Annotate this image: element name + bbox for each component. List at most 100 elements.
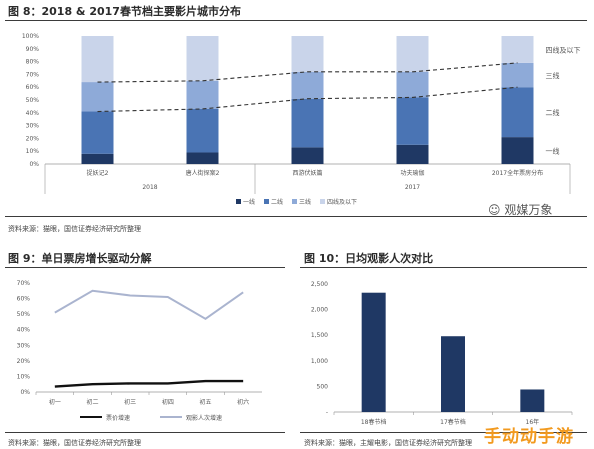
legend-label: 四线及以下	[327, 198, 357, 206]
bar-segment	[501, 87, 534, 138]
x-category-label: 初一	[49, 398, 61, 406]
y-tick-label: 70%	[26, 71, 40, 78]
legend-label: 票价增速	[106, 414, 130, 422]
figure9-lines	[54, 289, 244, 388]
trend-line	[97, 86, 518, 113]
wechat-icon: ☺	[488, 203, 501, 217]
figure9-source: 资料来源：猫眼，国信证券经济研究所整理	[8, 439, 141, 447]
y-tick-label: 0%	[29, 161, 39, 168]
y-tick-label: 2,000	[311, 307, 328, 314]
y-tick-label: 20%	[17, 358, 31, 365]
bar-segment	[396, 71, 429, 98]
bar-segment	[291, 36, 324, 72]
y-tick-label: 80%	[26, 59, 40, 66]
legend-swatch	[264, 199, 269, 204]
figure9-title: 图 9：单日票房增长驱动分解	[8, 252, 152, 265]
legend-label: 观影人次增速	[186, 414, 222, 422]
bar-segment	[396, 144, 429, 164]
x-category-label: 初二	[86, 398, 98, 406]
x-category-label: 初四	[162, 398, 174, 406]
segment-label: 四线及以下	[546, 45, 581, 54]
y-tick-label: 20%	[26, 135, 40, 142]
bar-segment	[501, 36, 534, 63]
x-category-label: 初六	[237, 398, 249, 406]
x-category-label: 功夫瑜伽	[400, 169, 424, 177]
bar-segment	[291, 98, 324, 148]
legend-swatch	[320, 199, 325, 204]
y-tick-label: 30%	[26, 123, 40, 130]
figure10-source: 资料来源：猫眼，主耀电影，国信证券经济研究所整理	[304, 439, 472, 447]
bar-segment	[186, 152, 219, 164]
figure10-bottom-rule	[300, 432, 587, 433]
bar-segment	[501, 137, 534, 164]
figure8-bars	[81, 36, 534, 164]
figure8-bottom-rule	[5, 216, 587, 217]
legend-label: 三线	[299, 198, 311, 206]
legend-swatch	[236, 199, 241, 204]
y-tick-label: 50%	[17, 311, 31, 318]
figure9-bottom-rule	[5, 432, 285, 433]
figure9-line-chart: 0% 10% 20% 30% 40% 50% 60% 70% 初一 初二 初三 初四 初五 初六 票价增速…	[17, 280, 262, 422]
x-group-label: 2017	[405, 184, 420, 191]
x-category-label: 唐人街探案2	[186, 169, 220, 177]
segment-label: 二线	[546, 108, 560, 117]
bar-segment	[186, 80, 219, 109]
y-tick-label: 70%	[17, 280, 31, 287]
bar-segment	[501, 62, 534, 88]
bar-segment	[81, 36, 114, 83]
figure8-source: 资料来源：猫眼，国信证券经济研究所整理	[8, 225, 141, 233]
bar-segment	[81, 111, 114, 154]
y-tick-label: 50%	[26, 97, 40, 104]
x-category-label: 18春节档	[361, 418, 387, 426]
y-tick-label: 60%	[17, 296, 31, 303]
figure9-axis: 0% 10% 20% 30% 40% 50% 60% 70% 初一 初二 初三 初四 初五 初六	[17, 280, 262, 406]
bar-segment	[396, 36, 429, 72]
segment-label: 一线	[546, 147, 560, 156]
y-tick-label: 500	[317, 383, 329, 390]
figure8-labels: 捉妖记2 唐人街探案2 西游伏妖篇 功夫瑜伽 2017全年票房分布 2018 2017 四线及…	[87, 45, 581, 206]
bar-segment	[81, 153, 114, 164]
figure10-top-rule	[300, 267, 587, 268]
y-tick-label: 60%	[26, 84, 40, 91]
figure8-stacked-bar-chart: 0% 10% 20% 30% 40% 50% 60% 70% 80% 90% 100% 捉妖记2 唐人…	[22, 33, 581, 206]
watermark-site: 手动动手游	[484, 427, 574, 447]
segment-label: 三线	[546, 71, 560, 80]
figure10-bars	[361, 292, 545, 412]
y-tick-label: 40%	[26, 110, 40, 117]
series-line	[54, 289, 244, 320]
trend-line	[97, 62, 518, 83]
y-tick-label: -	[326, 409, 328, 416]
x-category-label: 初五	[199, 398, 211, 406]
bar-segment	[186, 36, 219, 81]
x-category-label: 2017全年票房分布	[492, 169, 543, 177]
x-category-label: 初三	[124, 398, 136, 406]
bar	[520, 389, 545, 412]
y-tick-label: 0%	[20, 389, 30, 396]
watermark-brand: ☺ 观媒万象	[488, 201, 552, 218]
bar	[361, 292, 386, 412]
bar-segment	[81, 82, 114, 112]
y-tick-label: 1,000	[311, 358, 328, 365]
y-tick-label: 1,500	[311, 332, 328, 339]
y-tick-label: 40%	[17, 327, 31, 334]
figure10-bar-chart: - 500 1,000 1,500 2,000 2,500 18春节档 17春节档 16年	[311, 281, 573, 426]
x-category-label: 西游伏妖篇	[292, 169, 322, 177]
legend-swatch	[292, 199, 297, 204]
legend-label: 二线	[271, 198, 283, 206]
y-tick-label: 2,500	[311, 281, 328, 288]
bar-segment	[291, 71, 324, 99]
watermark-brand-text: 观媒万象	[504, 203, 553, 217]
figure9-top-rule	[5, 267, 285, 268]
figure8-trend-lines	[97, 62, 518, 113]
bar-segment	[396, 97, 429, 145]
figure9-legend: 票价增速 观影人次增速	[80, 414, 222, 422]
figure8-top-rule	[5, 20, 587, 21]
y-tick-label: 10%	[17, 373, 31, 380]
y-tick-label: 100%	[22, 33, 39, 40]
x-category-label: 17春节档	[440, 418, 466, 426]
figure8-title: 图 8：2018 & 2017春节档主要影片城市分布	[8, 5, 241, 18]
bar-segment	[186, 108, 219, 153]
legend-label: 一线	[243, 198, 255, 206]
x-category-label: 16年	[526, 418, 540, 426]
x-group-label: 2018	[142, 184, 157, 191]
